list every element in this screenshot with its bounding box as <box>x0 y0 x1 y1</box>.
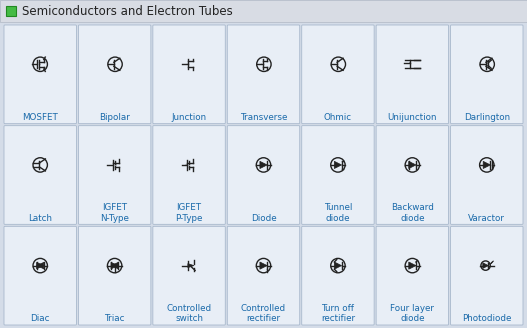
FancyBboxPatch shape <box>153 25 225 124</box>
Polygon shape <box>119 69 120 70</box>
FancyBboxPatch shape <box>376 226 448 325</box>
Polygon shape <box>338 61 339 62</box>
FancyBboxPatch shape <box>451 226 523 325</box>
FancyBboxPatch shape <box>79 126 151 224</box>
Polygon shape <box>188 264 194 268</box>
Text: Unijunction: Unijunction <box>387 113 437 122</box>
Text: Diac: Diac <box>31 314 50 323</box>
FancyBboxPatch shape <box>302 25 374 124</box>
Polygon shape <box>115 164 116 166</box>
Polygon shape <box>261 64 262 65</box>
Text: Darlington: Darlington <box>464 113 510 122</box>
Text: Transverse: Transverse <box>240 113 287 122</box>
Text: Tunnel
diode: Tunnel diode <box>324 203 352 222</box>
Polygon shape <box>483 161 491 169</box>
FancyBboxPatch shape <box>451 126 523 224</box>
Polygon shape <box>491 69 492 70</box>
FancyBboxPatch shape <box>4 126 76 224</box>
Polygon shape <box>409 161 416 169</box>
Text: Ohmic: Ohmic <box>324 113 352 122</box>
Text: Diode: Diode <box>251 214 276 222</box>
Text: Semiconductors and Electron Tubes: Semiconductors and Electron Tubes <box>22 5 233 17</box>
Polygon shape <box>491 262 492 263</box>
FancyBboxPatch shape <box>79 226 151 325</box>
Polygon shape <box>111 262 118 269</box>
FancyBboxPatch shape <box>227 126 300 224</box>
Polygon shape <box>334 161 341 169</box>
Text: Turn off
rectifier: Turn off rectifier <box>321 304 355 323</box>
Bar <box>6 6 16 16</box>
Text: IGFET
P-Type: IGFET P-Type <box>175 203 203 222</box>
FancyBboxPatch shape <box>376 126 448 224</box>
Polygon shape <box>36 262 44 269</box>
Text: Latch: Latch <box>28 214 52 222</box>
Text: Controlled
switch: Controlled switch <box>167 304 212 323</box>
Polygon shape <box>44 170 45 171</box>
Bar <box>0 0 527 22</box>
Text: MOSFET: MOSFET <box>22 113 58 122</box>
Text: Four layer
diode: Four layer diode <box>391 304 434 323</box>
Polygon shape <box>187 64 188 65</box>
FancyBboxPatch shape <box>302 226 374 325</box>
Polygon shape <box>409 62 411 64</box>
FancyBboxPatch shape <box>153 226 225 325</box>
Text: Junction: Junction <box>171 113 207 122</box>
Polygon shape <box>260 262 267 269</box>
FancyBboxPatch shape <box>4 25 76 124</box>
Text: Backward
diode: Backward diode <box>391 203 434 222</box>
Polygon shape <box>39 64 40 65</box>
Text: Triac: Triac <box>104 314 125 323</box>
Polygon shape <box>492 261 493 262</box>
FancyBboxPatch shape <box>153 126 225 224</box>
FancyBboxPatch shape <box>79 25 151 124</box>
Text: Bipolar: Bipolar <box>99 113 130 122</box>
FancyBboxPatch shape <box>4 226 76 325</box>
FancyBboxPatch shape <box>376 25 448 124</box>
Polygon shape <box>260 161 267 169</box>
Text: IGFET
N-Type: IGFET N-Type <box>100 203 129 222</box>
Polygon shape <box>36 262 44 269</box>
Text: Controlled
rectifier: Controlled rectifier <box>241 304 286 323</box>
Polygon shape <box>186 164 187 166</box>
FancyBboxPatch shape <box>302 126 374 224</box>
Polygon shape <box>334 262 341 269</box>
FancyBboxPatch shape <box>227 25 300 124</box>
Polygon shape <box>483 263 489 268</box>
FancyBboxPatch shape <box>451 25 523 124</box>
Polygon shape <box>111 262 118 269</box>
Text: Varactor: Varactor <box>469 214 505 222</box>
FancyBboxPatch shape <box>227 226 300 325</box>
Polygon shape <box>409 262 416 269</box>
Text: Photodiode: Photodiode <box>462 314 512 323</box>
Polygon shape <box>490 67 491 68</box>
